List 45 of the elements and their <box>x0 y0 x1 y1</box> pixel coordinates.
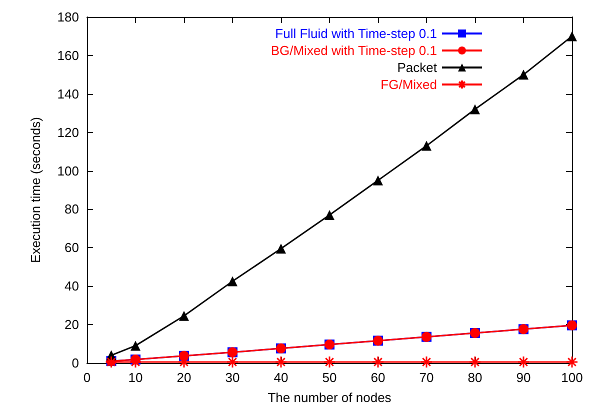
point <box>518 70 528 80</box>
y-tick-label: 120 <box>57 124 79 140</box>
point <box>420 356 433 368</box>
point <box>276 244 286 254</box>
point <box>468 356 482 368</box>
point <box>372 356 384 368</box>
point <box>226 356 239 368</box>
y-tick-label: 140 <box>57 86 79 102</box>
y-tick-label: 80 <box>64 202 79 217</box>
x-tick-label: 30 <box>225 370 240 385</box>
x-tick-label: 90 <box>516 370 531 385</box>
point <box>323 356 336 368</box>
y-tick-label: 20 <box>64 317 79 332</box>
point <box>422 140 432 151</box>
legend-label: Packet <box>397 60 438 75</box>
y-tick-label: 60 <box>64 240 79 256</box>
x-tick-label: 40 <box>274 370 288 385</box>
point <box>373 175 383 186</box>
x-tick-label: 60 <box>370 370 386 385</box>
y-tick-label: 180 <box>57 10 79 24</box>
y-tick-label: 100 <box>57 163 79 178</box>
y-axis-title: Execution time (seconds) <box>28 117 43 263</box>
x-tick-label: 20 <box>176 370 192 385</box>
point <box>179 310 189 321</box>
x-tick-label: 100 <box>561 370 583 385</box>
legend-label: Full Fluid with Time-step 0.1 <box>275 26 437 41</box>
x-tick-label: 10 <box>128 370 143 385</box>
legend-label: FG/Mixed <box>380 77 437 92</box>
y-tick-label: 160 <box>57 48 79 63</box>
point <box>274 356 288 368</box>
point <box>470 104 480 114</box>
point <box>517 356 530 368</box>
x-tick-label: 0 <box>83 370 91 385</box>
x-tick-label: 70 <box>419 370 434 385</box>
x-tick-label: 80 <box>468 370 482 385</box>
point <box>566 356 578 368</box>
point <box>324 210 334 220</box>
x-axis-title: The number of nodes <box>268 390 392 405</box>
x-tick-label: 50 <box>322 370 337 385</box>
point <box>567 31 577 42</box>
y-tick-label: 0 <box>72 356 79 370</box>
legend-label: BG/Mixed with Time-step 0.1 <box>270 43 437 58</box>
point <box>130 340 140 351</box>
y-tick-label: 40 <box>64 278 79 294</box>
point <box>228 276 238 286</box>
